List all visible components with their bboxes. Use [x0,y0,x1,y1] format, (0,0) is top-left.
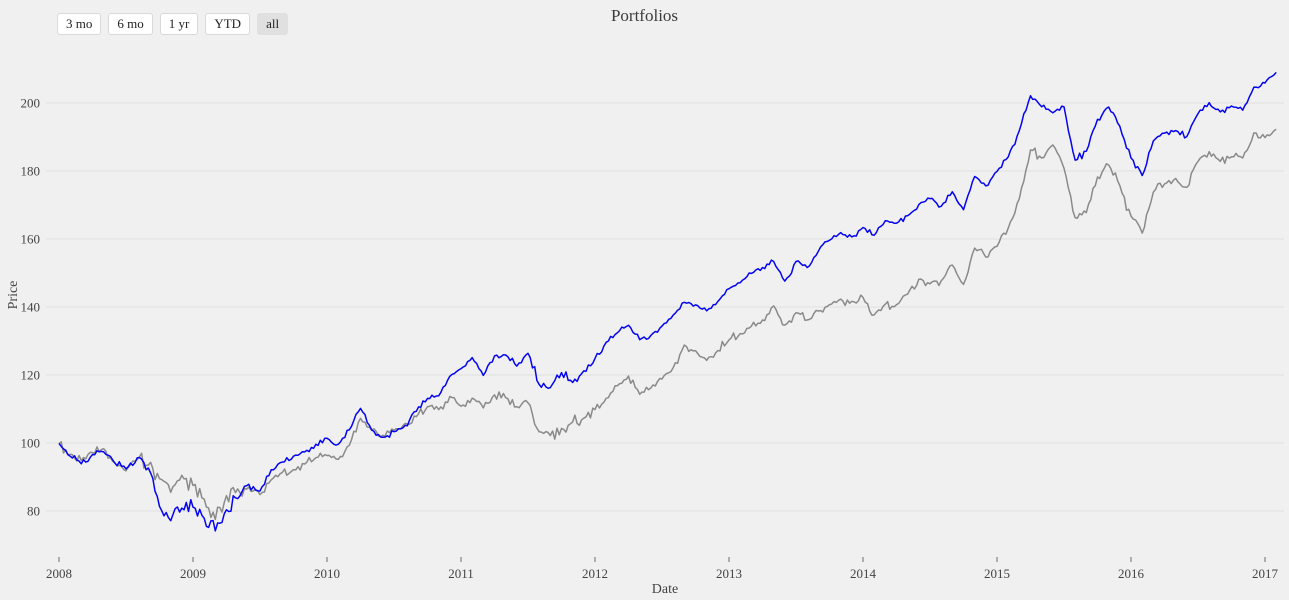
range-button-ytd[interactable]: YTD [205,13,251,35]
chart-title: Portfolios [610,6,679,25]
x-tick-label-2011: 2011 [448,566,474,581]
range-selector: 3 mo 6 mo 1 yr YTD all [57,13,289,35]
y-tick-label-100: 100 [21,436,41,451]
range-button-1-yr[interactable]: 1 yr [159,13,199,35]
x-tick-label-2015: 2015 [984,566,1010,581]
y-tick-label-160: 160 [21,232,41,247]
y-tick-label-80: 80 [27,504,40,519]
x-tick-label-2016: 2016 [1118,566,1145,581]
x-tick-label-2009: 2009 [180,566,206,581]
x-tick-label-2008: 2008 [46,566,72,581]
x-axis-title: Date [651,582,679,597]
y-tick-label-200: 200 [21,96,41,111]
y-tick-label-120: 120 [21,368,41,383]
series-line-blue[interactable] [58,71,1277,532]
series-line-gray[interactable] [58,128,1277,521]
x-tick-label-2013: 2013 [716,566,742,581]
x-tick-label-2014: 2014 [850,566,877,581]
x-tick-label-2010: 2010 [314,566,340,581]
range-button-all[interactable]: all [257,13,289,35]
x-tick-label-2012: 2012 [582,566,608,581]
y-tick-label-180: 180 [21,164,41,179]
range-button-3-mo[interactable]: 3 mo [57,13,102,35]
y-axis-title: Price [6,280,21,310]
x-tick-label-2017: 2017 [1252,566,1279,581]
range-button-6-mo[interactable]: 6 mo [108,13,153,35]
y-tick-label-140: 140 [21,300,41,315]
